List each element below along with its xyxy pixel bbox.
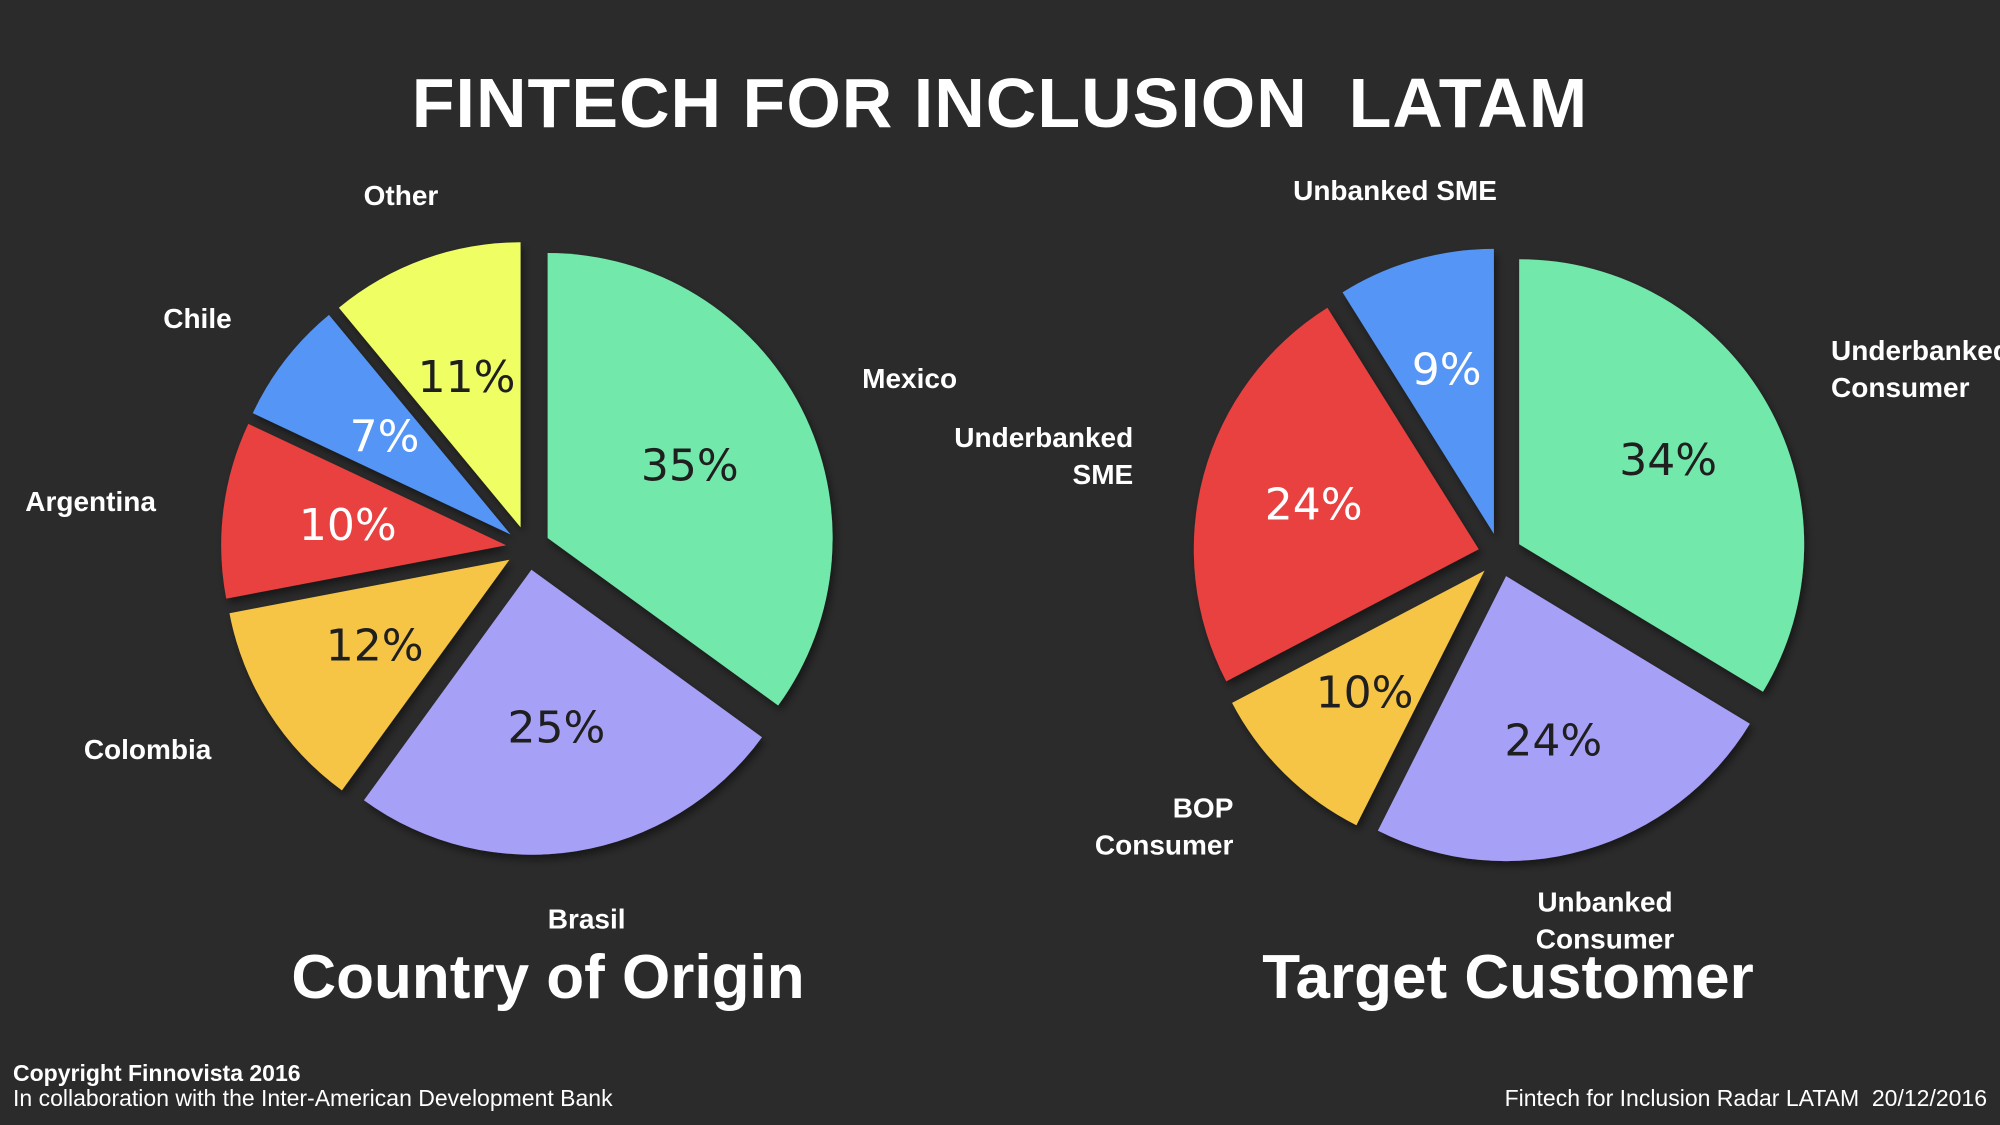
pie-slice-other: [338, 242, 521, 528]
pie-slice-colombia: [229, 559, 510, 791]
chart-title-country-of-origin: Country of Origin: [291, 943, 804, 1012]
pie-category-label-underbanked-sme: Underbanked SME: [954, 422, 1133, 490]
pie-slice-chile: [252, 314, 511, 535]
pie-category-label-brasil: Brasil: [548, 903, 626, 934]
pie-slice-mexico: [547, 253, 833, 706]
pie-category-label-other: Other: [364, 180, 439, 211]
pie-category-label-underbanked-consumer: Underbanked Consumer: [1831, 335, 2000, 403]
chart-title-target-customer: Target Customer: [1262, 943, 1754, 1012]
pie-slice-underbanked-consumer: [1519, 259, 1805, 692]
pie-value-label-underbanked-consumer: 34%: [1619, 435, 1717, 486]
pie-slice-unbanked-sme: [1342, 248, 1494, 534]
pie-value-label-bop-consumer: 10%: [1316, 668, 1414, 719]
pie-slice-underbanked-sme: [1193, 307, 1479, 682]
pie-value-label-brasil: 25%: [508, 702, 606, 753]
pie-value-label-colombia: 12%: [326, 620, 424, 671]
pie-slice-bop-consumer: [1232, 570, 1485, 826]
pie-category-label-chile: Chile: [163, 303, 231, 334]
pie-value-label-underbanked-sme: 24%: [1265, 480, 1363, 531]
pie-category-label-mexico: Mexico: [862, 363, 957, 394]
pie-value-label-unbanked-sme: 9%: [1412, 345, 1482, 396]
pie-category-label-unbanked-consumer: Unbanked Consumer: [1536, 887, 1675, 955]
footer-source: Fintech for Inclusion Radar LATAM 20/12/…: [1505, 1085, 1987, 1111]
pie-slice-brasil: [363, 569, 763, 855]
pie-slice-unbanked-consumer: [1377, 576, 1750, 862]
pie-value-label-chile: 7%: [350, 412, 420, 463]
page-title: FINTECH FOR INCLUSION LATAM: [412, 64, 1588, 142]
pie-value-label-argentina: 10%: [299, 500, 397, 551]
pie-value-label-mexico: 35%: [641, 441, 739, 492]
pie-value-label-other: 11%: [418, 352, 516, 403]
pie-category-label-colombia: Colombia: [84, 734, 212, 765]
footer-collaboration: In collaboration with the Inter-American…: [13, 1085, 613, 1111]
pie-chart-country-of-origin: 35% Mexico 25% Brasil 12% Colombia 10% Argentin…: [25, 180, 957, 934]
pie-chart-target-customer: 34% Underbanked Consumer 24% Unbanked Consume…: [954, 175, 2000, 955]
pie-category-label-bop-consumer: BOP Consumer: [1095, 792, 1234, 860]
pie-category-label-argentina: Argentina: [25, 486, 156, 517]
footer-copyright: Copyright Finnovista 2016: [13, 1060, 301, 1086]
pie-slice-argentina: [221, 423, 507, 599]
pie-value-label-unbanked-consumer: 24%: [1504, 715, 1602, 766]
pie-category-label-unbanked-sme: Unbanked SME: [1293, 175, 1497, 206]
